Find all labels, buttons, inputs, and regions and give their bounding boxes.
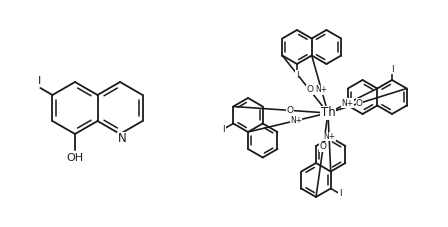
Text: O: O [287, 106, 293, 115]
Text: N+: N+ [315, 86, 327, 94]
Text: I: I [38, 76, 41, 86]
Text: I: I [223, 124, 225, 133]
Text: I: I [296, 71, 298, 79]
Text: N+: N+ [290, 116, 302, 125]
Text: OH: OH [66, 153, 84, 163]
Text: O: O [356, 99, 363, 108]
Text: N+: N+ [323, 132, 335, 141]
Text: N: N [118, 133, 126, 146]
Text: I: I [391, 64, 393, 74]
Text: N+: N+ [342, 99, 354, 108]
Text: Th: Th [321, 106, 336, 119]
Text: I: I [339, 190, 341, 198]
Text: O: O [306, 86, 313, 94]
Text: O: O [320, 142, 327, 151]
